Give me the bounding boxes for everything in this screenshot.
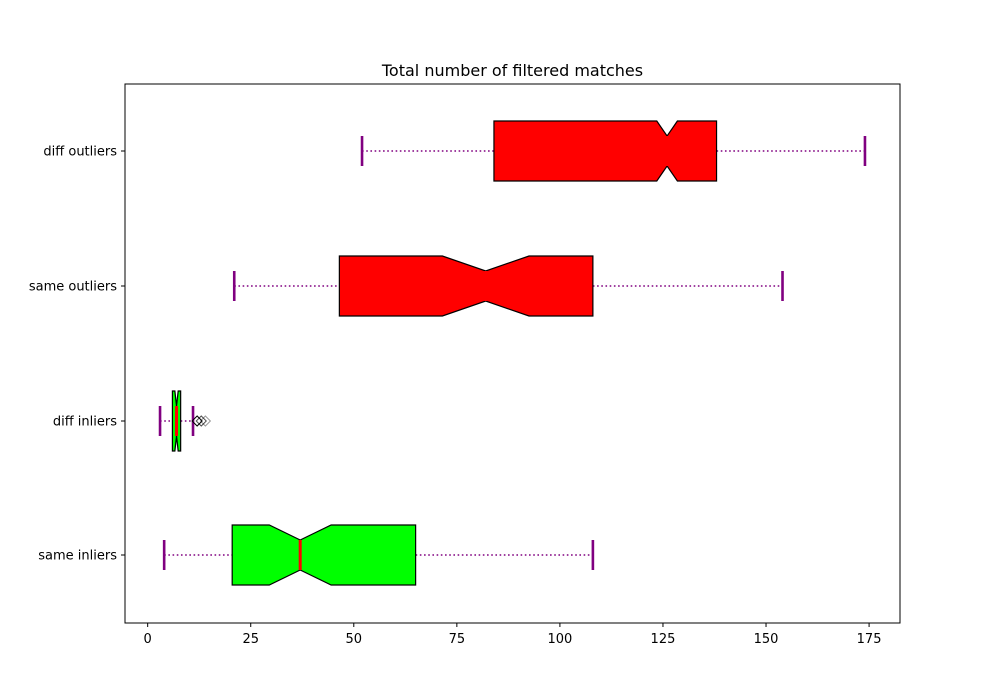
x-tick-label: 50 [346, 632, 363, 647]
flier-point [195, 415, 207, 427]
axes-frame [124, 83, 901, 624]
box-same-inliers [162, 524, 595, 586]
box-body [231, 524, 417, 586]
chart-title: Total number of filtered matches [381, 61, 643, 80]
flier-point [199, 415, 212, 427]
y-tick-label: diff outliers [43, 145, 117, 160]
box-diff-outliers [360, 120, 867, 182]
flier-point [191, 415, 203, 427]
y-tick-label: diff inliers [53, 415, 117, 430]
x-tick-label: 25 [242, 632, 259, 647]
x-tick-label: 175 [857, 632, 882, 647]
x-tick-label: 100 [547, 632, 572, 647]
box-diff-inliers [158, 390, 212, 452]
box-same-outliers [232, 255, 784, 317]
y-tick-label: same outliers [29, 280, 117, 295]
box-body [338, 255, 594, 317]
x-tick-label: 125 [651, 632, 676, 647]
axes: same inliers diff inliers same outliers dif… [29, 145, 882, 648]
box-body [493, 120, 718, 182]
x-tick-label: 150 [754, 632, 779, 647]
plot-area [158, 120, 867, 586]
x-tick-label: 75 [449, 632, 466, 647]
y-tick-label: same inliers [38, 549, 117, 564]
x-tick-label: 0 [144, 632, 152, 647]
